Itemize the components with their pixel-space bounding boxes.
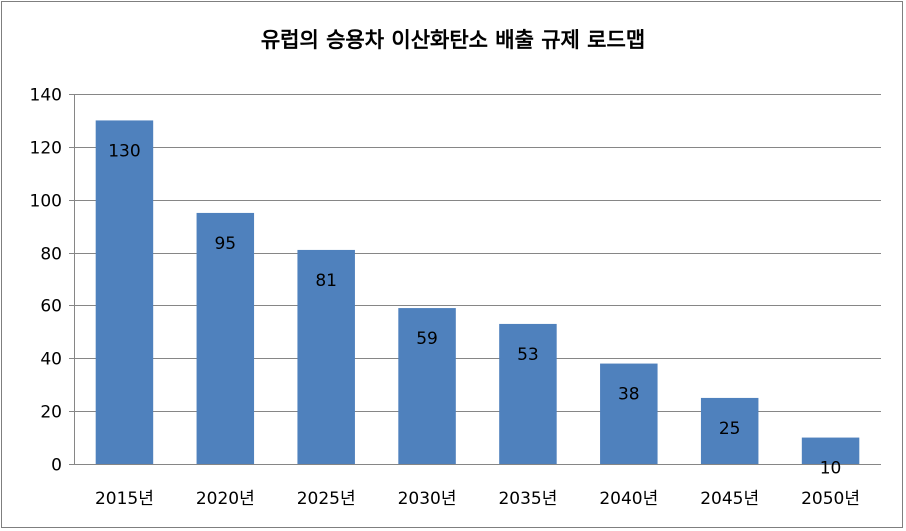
y-tick-label: 100 — [30, 192, 62, 212]
y-tick-label: 80 — [40, 245, 62, 265]
x-category-label: 2040년 — [599, 489, 658, 509]
bar-value-label: 81 — [315, 271, 337, 291]
x-category-label: 2045년 — [700, 489, 759, 509]
x-category-label: 2035년 — [498, 489, 557, 509]
x-axis-labels: 2015년 2020년 2025년 2030년 2035년 2040년 2045년 2050년 — [95, 489, 860, 509]
bar-value-label: 38 — [618, 385, 640, 405]
bar — [398, 308, 456, 464]
bar — [499, 323, 557, 464]
bar — [801, 437, 860, 464]
bar-value-label: 25 — [719, 419, 741, 439]
bar-value-label: 130 — [108, 141, 140, 161]
bar-value-label: 95 — [214, 234, 236, 254]
bar — [600, 363, 658, 464]
bar — [297, 249, 355, 464]
y-tick-label: 60 — [40, 297, 62, 317]
y-tick-label: 0 — [51, 456, 62, 476]
y-axis-ticks: 0 20 40 60 80 100 120 140 — [30, 86, 75, 476]
chart-title: 유럽의 승용차 이산화탄소 배출 규제 로드맵 — [260, 28, 646, 52]
y-tick-label: 20 — [40, 403, 62, 423]
y-tick-label: 120 — [30, 139, 62, 159]
bar-value-label: 53 — [517, 345, 539, 365]
y-tick-label: 40 — [40, 350, 62, 370]
x-category-label: 2015년 — [95, 489, 154, 509]
bar — [196, 212, 255, 464]
x-category-label: 2020년 — [196, 489, 255, 509]
y-tick-label: 140 — [30, 86, 62, 106]
x-category-label: 2025년 — [297, 489, 356, 509]
x-category-label: 2050년 — [801, 489, 860, 509]
bar — [700, 397, 759, 464]
bar-value-label: 59 — [416, 329, 438, 349]
bars: 130 95 81 59 53 38 25 10 — [95, 120, 860, 479]
bar — [95, 120, 154, 464]
gridlines — [74, 94, 881, 465]
x-category-label: 2030년 — [398, 489, 457, 509]
bar-value-label: 10 — [820, 459, 842, 479]
